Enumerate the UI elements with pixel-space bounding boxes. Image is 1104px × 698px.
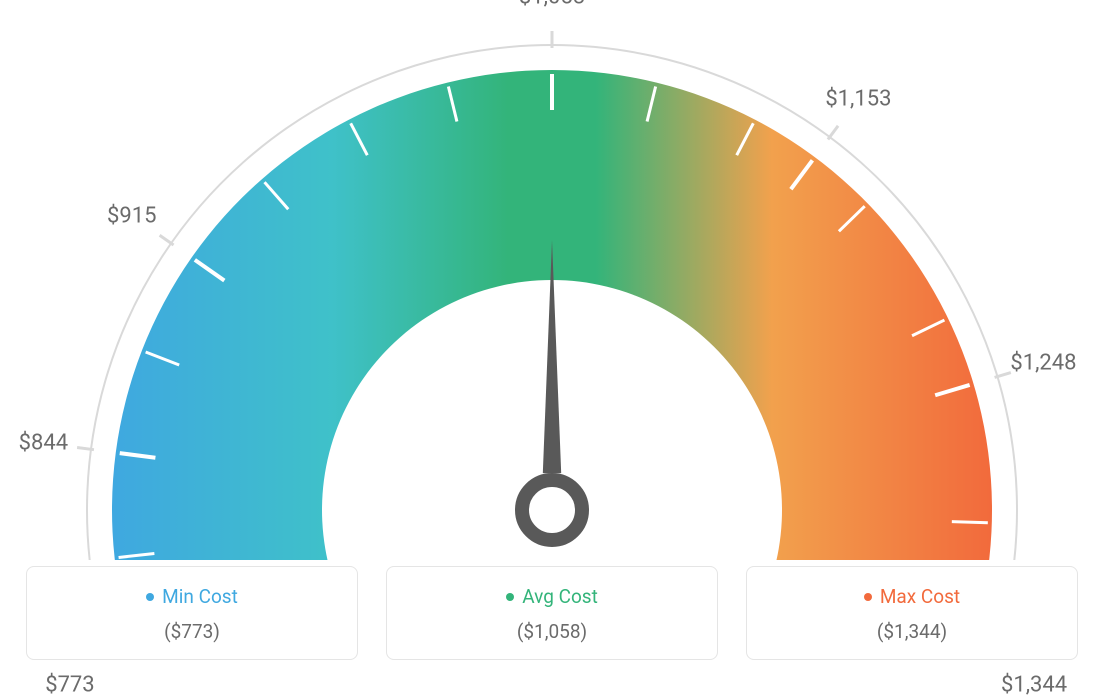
legend-value-avg: ($1,058) <box>397 620 707 643</box>
gauge-tick-label: $1,344 <box>1001 673 1067 698</box>
legend-label-max: Max Cost <box>880 585 960 608</box>
legend-label-min: Min Cost <box>162 585 238 608</box>
legend-title-min: Min Cost <box>37 585 347 608</box>
gauge-hub <box>522 480 582 540</box>
cost-gauge-chart: $773$844$915$1,058$1,153$1,248$1,344 Min… <box>0 0 1104 690</box>
legend-card-avg: Avg Cost ($1,058) <box>386 566 718 660</box>
legend-value-min: ($773) <box>37 620 347 643</box>
legend-dot-avg <box>506 593 514 601</box>
gauge-tick-major <box>160 235 174 245</box>
legend-title-avg: Avg Cost <box>397 585 707 608</box>
gauge-tick-label: $1,153 <box>825 86 891 111</box>
gauge-tick-label: $1,248 <box>1010 350 1076 375</box>
gauge-tick-major <box>828 126 838 140</box>
legend-dot-max <box>864 593 872 601</box>
legend-card-min: Min Cost ($773) <box>26 566 358 660</box>
legend-label-avg: Avg Cost <box>522 585 598 608</box>
gauge-tick-label: $844 <box>19 431 68 456</box>
legend-title-max: Max Cost <box>757 585 1067 608</box>
gauge-tick-label: $1,058 <box>519 0 585 10</box>
gauge-area: $773$844$915$1,058$1,153$1,248$1,344 <box>0 0 1104 560</box>
legend-value-max: ($1,344) <box>757 620 1067 643</box>
gauge-tick-label: $773 <box>45 673 94 698</box>
gauge-tick-label: $915 <box>107 203 156 228</box>
legend-dot-min <box>146 593 154 601</box>
legend-card-max: Max Cost ($1,344) <box>746 566 1078 660</box>
gauge-tick-band <box>952 522 988 523</box>
gauge-svg <box>0 0 1104 560</box>
legend-row: Min Cost ($773) Avg Cost ($1,058) Max Co… <box>0 566 1104 660</box>
